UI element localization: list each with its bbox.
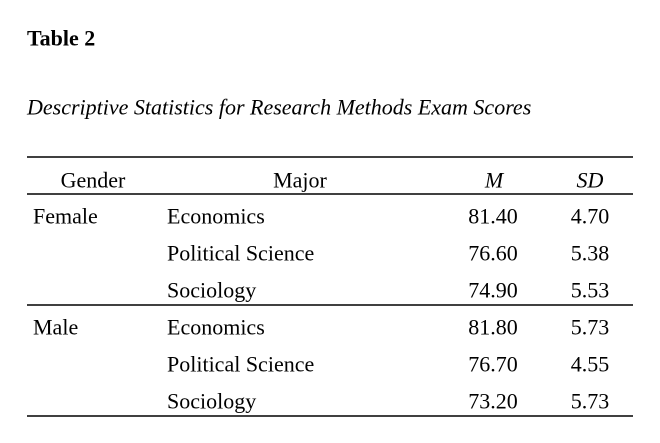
gender-cell: Female xyxy=(33,204,98,229)
column-header: Major xyxy=(273,168,327,193)
mean-cell: 76.60 xyxy=(468,241,518,266)
mean-cell: 81.40 xyxy=(468,204,518,229)
sd-cell: 4.55 xyxy=(571,352,610,377)
gender-cell: Male xyxy=(33,315,78,340)
mean-cell: 74.90 xyxy=(468,278,518,303)
major-cell: Economics xyxy=(167,315,265,340)
mean-cell: 76.70 xyxy=(468,352,518,377)
sd-cell: 5.53 xyxy=(571,278,610,303)
major-cell: Economics xyxy=(167,204,265,229)
major-cell: Political Science xyxy=(167,241,314,266)
major-cell: Political Science xyxy=(167,352,314,377)
column-header: Gender xyxy=(61,168,126,193)
major-cell: Sociology xyxy=(167,389,256,414)
sd-cell: 5.38 xyxy=(571,241,610,266)
sd-cell: 5.73 xyxy=(571,315,610,340)
sd-cell: 5.73 xyxy=(571,389,610,414)
table-number: Table 2 xyxy=(27,26,95,51)
column-header: M xyxy=(484,168,505,193)
sd-cell: 4.70 xyxy=(571,204,610,229)
mean-cell: 73.20 xyxy=(468,389,518,414)
major-cell: Sociology xyxy=(167,278,256,303)
column-header: SD xyxy=(577,168,604,193)
table-title: Descriptive Statistics for Research Meth… xyxy=(26,95,531,120)
mean-cell: 81.80 xyxy=(468,315,518,340)
